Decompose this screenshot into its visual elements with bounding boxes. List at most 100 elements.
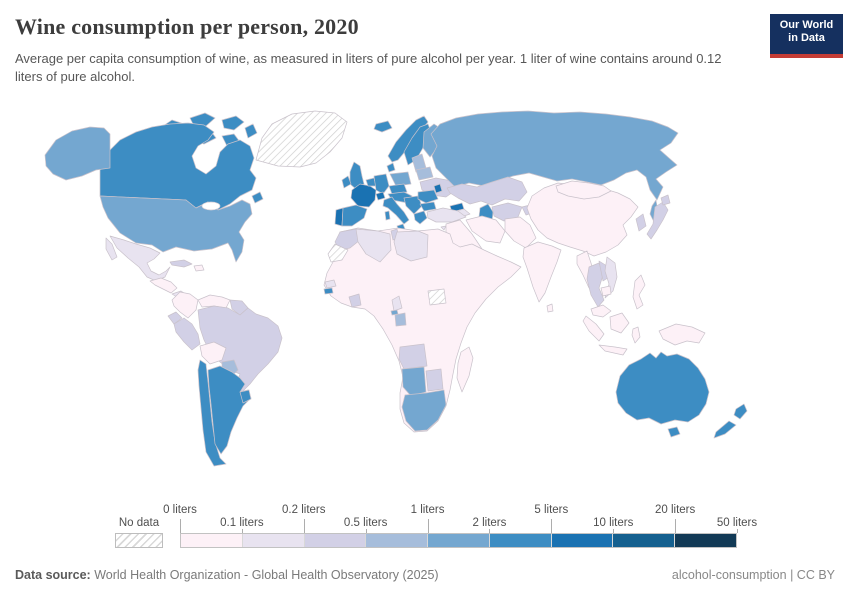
country-czechia-slovakia[interactable] bbox=[389, 184, 407, 194]
legend-tick-label: 0.2 liters bbox=[282, 504, 326, 516]
country-argentina[interactable] bbox=[208, 366, 251, 454]
country-mongolia[interactable] bbox=[556, 181, 611, 199]
country-ecuador[interactable] bbox=[168, 312, 182, 324]
country-newfoundland[interactable] bbox=[252, 192, 263, 203]
country-bolivia[interactable] bbox=[200, 342, 226, 364]
legend-tick bbox=[489, 529, 491, 533]
country-italy-sardinia[interactable] bbox=[385, 211, 390, 220]
legend-tick-label: 20 liters bbox=[654, 504, 696, 516]
country-kazakhstan[interactable] bbox=[447, 177, 527, 205]
country-canada-arctic[interactable] bbox=[222, 116, 244, 130]
country-cote-divoire[interactable] bbox=[349, 294, 361, 307]
country-peru[interactable] bbox=[174, 318, 200, 350]
country-romania[interactable] bbox=[418, 190, 438, 203]
country-malaysia[interactable] bbox=[591, 305, 611, 317]
legend-tick-label: 0.5 liters bbox=[343, 517, 388, 529]
country-germany[interactable] bbox=[374, 174, 389, 194]
country-guinea-bissau[interactable] bbox=[324, 288, 333, 294]
country-bulgaria[interactable] bbox=[420, 202, 436, 211]
country-uruguay[interactable] bbox=[240, 390, 251, 403]
world-map bbox=[0, 95, 850, 500]
country-afghanistan-pakistan[interactable] bbox=[505, 217, 536, 248]
legend-bin-1-2[interactable] bbox=[427, 534, 489, 547]
country-norway[interactable] bbox=[388, 116, 428, 162]
country-ireland[interactable] bbox=[342, 176, 351, 188]
country-poland[interactable] bbox=[390, 172, 411, 186]
country-france[interactable] bbox=[351, 184, 376, 207]
country-chile[interactable] bbox=[198, 360, 226, 466]
country-mexico[interactable] bbox=[110, 236, 170, 281]
country-korea[interactable] bbox=[636, 214, 646, 231]
country-cuba[interactable] bbox=[170, 260, 192, 267]
country-algeria[interactable] bbox=[356, 229, 391, 262]
country-philippines[interactable] bbox=[633, 275, 645, 309]
legend-bin-5-10[interactable] bbox=[550, 534, 613, 547]
legend-bin-0.5-1[interactable] bbox=[365, 534, 428, 547]
country-iran[interactable] bbox=[466, 216, 505, 243]
country-japan[interactable] bbox=[647, 202, 668, 239]
country-western-sahara[interactable] bbox=[328, 244, 348, 262]
legend-tick bbox=[675, 519, 677, 533]
country-united-kingdom[interactable] bbox=[350, 162, 364, 190]
country-denmark[interactable] bbox=[387, 163, 395, 172]
legend-bin-20-50[interactable] bbox=[674, 534, 737, 547]
legend-no-data-swatch[interactable] bbox=[115, 533, 163, 548]
country-greece[interactable] bbox=[414, 211, 427, 224]
country-greenland[interactable] bbox=[256, 111, 347, 167]
country-alaska[interactable] bbox=[45, 127, 110, 180]
country-senegal[interactable] bbox=[325, 280, 336, 288]
country-indonesia-sulawesi[interactable] bbox=[632, 327, 640, 343]
country-spain[interactable] bbox=[342, 205, 367, 226]
country-indonesia-borneo[interactable] bbox=[610, 313, 629, 333]
country-libya[interactable] bbox=[394, 231, 428, 261]
country-indonesia-sumatra[interactable] bbox=[583, 316, 604, 341]
country-mexico-baja[interactable] bbox=[106, 238, 117, 260]
owid-logo-line1: Our World bbox=[779, 19, 834, 31]
country-botswana[interactable] bbox=[426, 369, 443, 391]
country-new-guinea[interactable] bbox=[659, 324, 705, 345]
country-madagascar[interactable] bbox=[457, 347, 473, 392]
legend-tick bbox=[613, 529, 615, 533]
country-indonesia-java[interactable] bbox=[599, 345, 627, 355]
country-south-africa[interactable] bbox=[402, 390, 446, 431]
country-canada[interactable] bbox=[100, 123, 256, 210]
country-gabon[interactable] bbox=[395, 313, 406, 326]
country-turkey[interactable] bbox=[427, 208, 466, 222]
legend-bin-2-5[interactable] bbox=[488, 534, 551, 547]
country-cyprus[interactable] bbox=[441, 226, 446, 230]
legend-tick-label: 50 liters bbox=[716, 517, 758, 529]
country-india[interactable] bbox=[523, 242, 561, 302]
country-italy[interactable] bbox=[383, 197, 409, 224]
country-usa[interactable] bbox=[100, 196, 252, 262]
country-new-zealand-south[interactable] bbox=[714, 421, 736, 438]
country-iceland[interactable] bbox=[374, 121, 392, 132]
country-russia[interactable] bbox=[431, 111, 678, 200]
legend-bin-10-20[interactable] bbox=[612, 534, 675, 547]
legend-bin-0-0.1[interactable] bbox=[181, 534, 242, 547]
legend-tick bbox=[737, 529, 738, 533]
legend-bin-0.1-0.2[interactable] bbox=[241, 534, 304, 547]
country-south-sudan[interactable] bbox=[428, 289, 446, 305]
chart-slug: alcohol-consumption bbox=[671, 568, 787, 582]
country-belarus[interactable] bbox=[416, 167, 433, 180]
country-canada-arctic[interactable] bbox=[245, 124, 257, 138]
country-cameroon[interactable] bbox=[392, 296, 402, 311]
country-central-america[interactable] bbox=[150, 278, 177, 293]
country-equatorial-guinea[interactable] bbox=[391, 310, 398, 315]
legend-bin-0.2-0.5[interactable] bbox=[303, 534, 366, 547]
country-hispaniola[interactable] bbox=[194, 265, 204, 271]
country-balkans[interactable] bbox=[404, 196, 422, 214]
country-switzerland[interactable] bbox=[376, 192, 385, 200]
country-venezuela[interactable] bbox=[198, 295, 230, 308]
country-japan-hokkaido[interactable] bbox=[661, 195, 670, 205]
region-africa-mainland[interactable] bbox=[324, 228, 521, 432]
country-moldova[interactable] bbox=[434, 184, 442, 193]
country-angola[interactable] bbox=[399, 344, 427, 369]
country-colombia[interactable] bbox=[172, 292, 198, 318]
country-sri-lanka[interactable] bbox=[547, 304, 553, 312]
country-tasmania[interactable] bbox=[668, 427, 680, 437]
country-cambodia[interactable] bbox=[601, 286, 611, 296]
country-new-zealand-north[interactable] bbox=[734, 404, 747, 419]
country-australia[interactable] bbox=[616, 352, 709, 424]
